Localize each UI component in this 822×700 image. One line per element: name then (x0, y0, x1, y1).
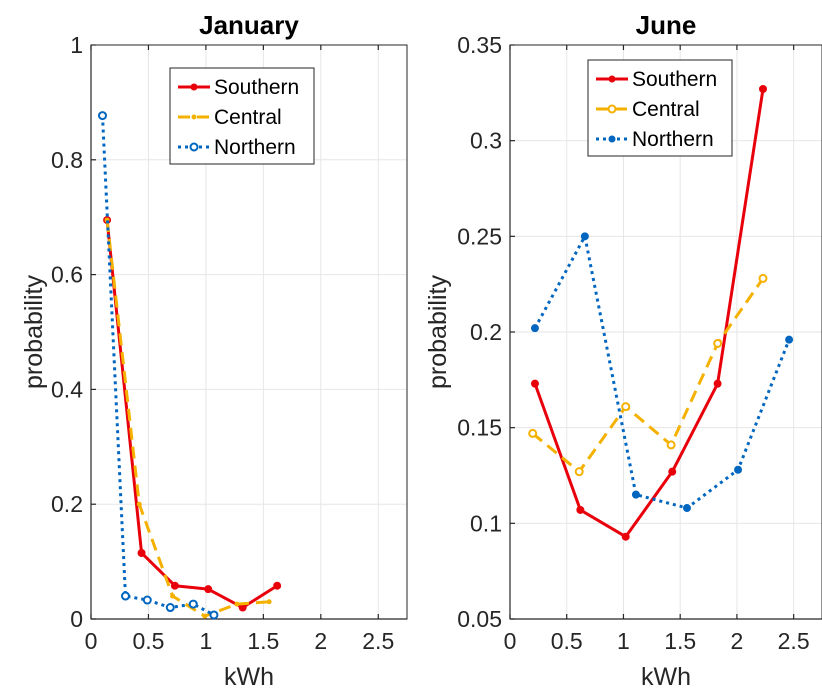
y-tick-label: 0.6 (51, 262, 83, 288)
data-point (204, 585, 213, 594)
x-tick-label: 1 (200, 628, 213, 654)
chart-panel-2: 0 0.5 1 1.5 2 2.5 0.05 0.1 0.15 0.2 0.25 0.3 0.35 Jun… (424, 10, 822, 691)
series-line (533, 88, 765, 539)
legend-entry: Southern (632, 68, 717, 91)
data-point (136, 501, 142, 507)
data-point (580, 232, 589, 241)
data-point (574, 467, 584, 477)
x-tick-label: 0.5 (132, 628, 164, 654)
legend-entry: Southern (214, 76, 299, 99)
data-point (528, 428, 538, 438)
series-central (104, 217, 272, 619)
series-central (528, 273, 768, 477)
y-tick-label: 0.2 (51, 491, 83, 517)
legend-marker (191, 114, 197, 120)
data-point (734, 465, 743, 474)
series-line (105, 219, 270, 618)
data-point (137, 548, 146, 557)
data-point (713, 338, 723, 348)
legend-entry: Northern (214, 136, 296, 159)
data-point (576, 505, 585, 514)
data-point (785, 335, 794, 344)
x-axis-label: kWh (641, 663, 691, 691)
y-tick-label: 0.15 (457, 415, 502, 441)
data-point (170, 581, 179, 590)
x-tick-label: 0.5 (551, 628, 583, 654)
legend-marker (607, 104, 617, 114)
data-point (170, 593, 176, 599)
data-point (668, 467, 677, 476)
data-point (273, 581, 282, 590)
y-tick-label: 0.3 (470, 128, 502, 154)
y-tick-label: 0.35 (457, 32, 502, 58)
y-tick-label: 0.4 (51, 376, 83, 402)
x-tick-label: 1 (617, 628, 630, 654)
data-point (758, 273, 768, 283)
x-tick-label: 2 (731, 628, 744, 654)
data-point (188, 599, 198, 609)
data-point (631, 490, 640, 499)
x-tick-label: 2.5 (362, 628, 394, 654)
x-tick-label: 0 (504, 628, 517, 654)
data-point (621, 532, 630, 541)
chart-title: January (199, 10, 299, 40)
series-line (533, 234, 791, 510)
data-point (682, 504, 691, 513)
x-tick-label: 0 (85, 628, 98, 654)
x-tick-label: 2.5 (778, 628, 810, 654)
data-point (234, 601, 240, 607)
series-northern (97, 111, 219, 620)
data-point (759, 85, 768, 94)
legend-marker (190, 83, 198, 91)
data-point (97, 111, 107, 121)
data-point (142, 595, 152, 605)
data-point (713, 379, 722, 388)
data-point (530, 379, 539, 388)
x-tick-label: 1.5 (247, 628, 279, 654)
legend-marker (608, 75, 616, 83)
y-axis-label: probability (20, 275, 48, 389)
y-tick-label: 0.1 (470, 510, 502, 536)
x-axis-label: kWh (224, 663, 274, 691)
data-point (621, 402, 631, 412)
y-tick-label: 0.8 (51, 147, 83, 173)
legend-entry: Central (214, 106, 282, 129)
series-northern (530, 232, 794, 513)
legend-entry: Central (632, 98, 700, 121)
series-southern (530, 85, 768, 541)
legend-marker (189, 142, 199, 152)
y-tick-label: 0 (70, 606, 83, 632)
data-point (202, 613, 208, 619)
chart-title: June (636, 10, 697, 40)
y-tick-label: 0.25 (457, 223, 502, 249)
data-point (120, 591, 130, 601)
legend-entry: Northern (632, 128, 714, 151)
data-point (666, 440, 676, 450)
y-tick-label: 0.05 (457, 606, 502, 632)
chart-panel-1: 0 0.5 1 1.5 2 2.5 0 0.2 0.4 0.6 0.8 1 January kWh prob… (20, 10, 408, 691)
data-point (209, 610, 219, 620)
legend-marker (608, 135, 616, 143)
legend: Southern Central Northern (587, 59, 733, 157)
data-point (165, 603, 175, 613)
data-point (266, 599, 272, 605)
x-tick-label: 2 (314, 628, 327, 654)
legend: Southern Central Northern (169, 67, 315, 165)
y-tick-label: 0.2 (470, 319, 502, 345)
y-axis-label: probability (424, 275, 452, 389)
x-tick-label: 1.5 (664, 628, 696, 654)
data-point (530, 324, 539, 333)
y-tick-label: 1 (70, 32, 83, 58)
series-line (531, 277, 765, 474)
